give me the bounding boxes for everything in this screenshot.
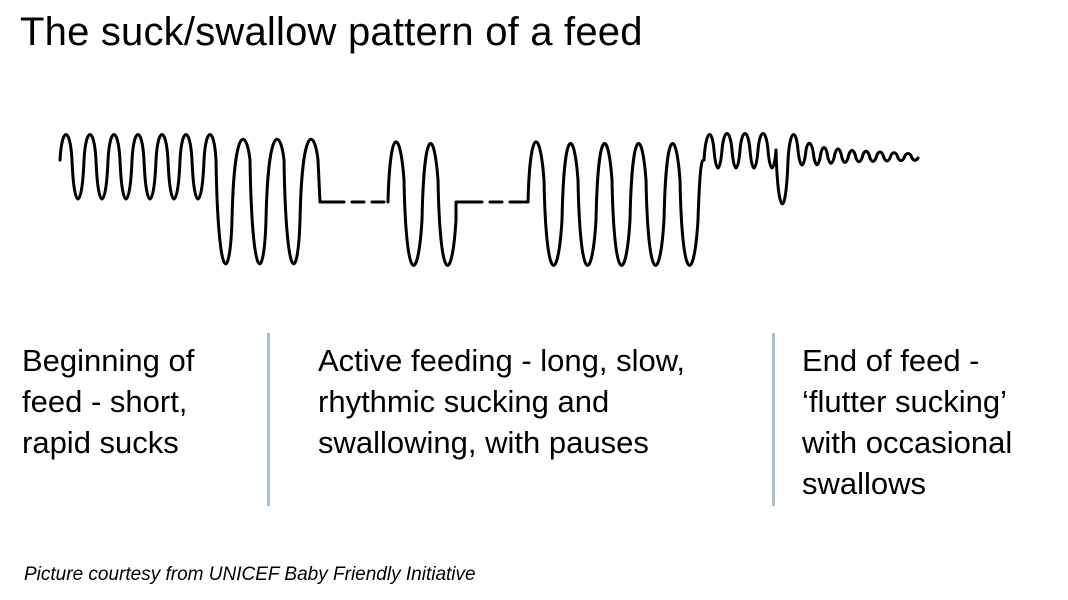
suck-swallow-waveform [58, 132, 920, 267]
stage-end-description: End of feed - ‘flutter sucking’ with occ… [802, 340, 1012, 504]
stage-beginning-line-3: rapid sucks [22, 425, 179, 460]
stage-active-line-1: Active feeding - long, slow, [318, 343, 686, 378]
stage-end-line-3: with occasional [802, 425, 1013, 460]
stage-active-line-3: swallowing, with pauses [318, 425, 649, 460]
stage-beginning-description: Beginning of feed - short, rapid sucks [22, 340, 194, 463]
stage-beginning-line-1: Beginning of [22, 343, 195, 378]
section-divider-2 [772, 333, 775, 506]
stage-end-line-1: End of feed - [802, 343, 980, 378]
stage-end-line-2: ‘flutter sucking’ [802, 384, 1008, 419]
image-credit: Picture courtesy from UNICEF Baby Friend… [24, 564, 476, 585]
stage-beginning-line-2: feed - short, [22, 384, 188, 419]
stage-active-description: Active feeding - long, slow, rhythmic su… [318, 340, 685, 463]
section-divider-1 [267, 333, 270, 506]
stage-active-line-2: rhythmic sucking and [318, 384, 610, 419]
stage-end-line-4: swallows [802, 466, 927, 501]
page-title: The suck/swallow pattern of a feed [20, 10, 643, 54]
waveform-line [58, 132, 920, 267]
